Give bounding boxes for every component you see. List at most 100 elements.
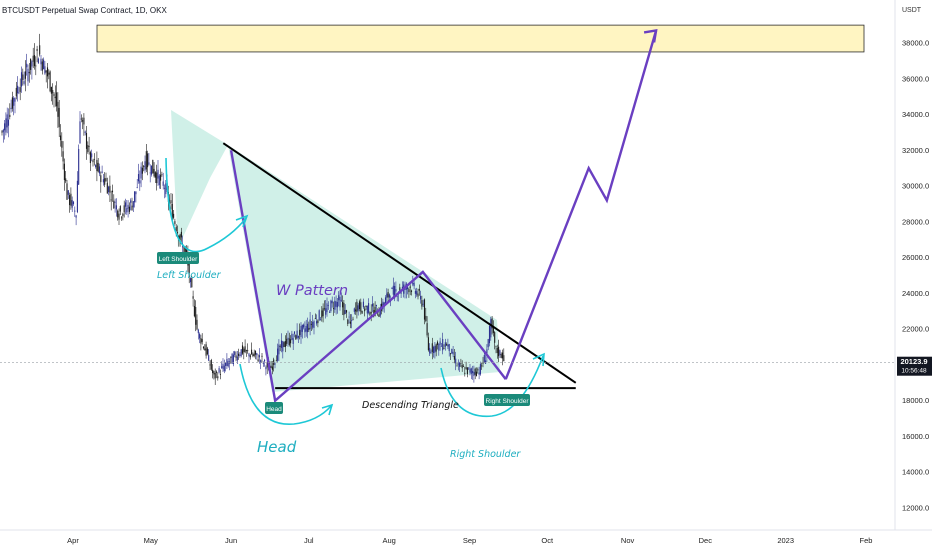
candle-body — [251, 349, 253, 355]
candle-body — [472, 371, 474, 374]
candle-body — [297, 335, 299, 338]
candle-body — [56, 92, 58, 107]
candle-body — [22, 74, 24, 80]
candle-body — [136, 187, 138, 189]
candle-body — [57, 101, 59, 117]
head-badge: Head — [265, 402, 283, 414]
candle-body — [37, 58, 39, 64]
candle-body — [248, 353, 250, 357]
candle-body — [143, 166, 145, 167]
candle-body — [387, 292, 389, 298]
candle-body — [204, 348, 206, 351]
candle-body — [395, 289, 397, 292]
candle-body — [470, 368, 472, 374]
candle-body — [197, 329, 199, 334]
candle-body — [386, 293, 388, 298]
price-tick-label: 24000.0 — [902, 289, 929, 298]
price-axis-unit: USDT — [902, 7, 922, 14]
candle-body — [62, 151, 64, 162]
candle-body — [183, 246, 185, 254]
candle-body — [15, 87, 17, 97]
candle-body — [59, 135, 62, 141]
candle-body — [444, 342, 446, 347]
candle-body — [109, 185, 111, 193]
candle-body — [238, 353, 240, 356]
candle-body — [409, 286, 411, 289]
candle-body — [256, 353, 258, 356]
candle-body — [501, 352, 504, 359]
candle-body — [488, 325, 491, 344]
candle-body — [180, 231, 182, 238]
time-tick-label: Dec — [699, 536, 713, 545]
candle-body — [160, 174, 162, 181]
candle-body — [339, 296, 341, 308]
candle-body — [442, 339, 444, 351]
candle-body — [487, 339, 489, 348]
candle-body — [17, 85, 19, 94]
candle-body — [14, 97, 16, 102]
candle-body — [474, 368, 476, 375]
price-tick-label: 26000.0 — [902, 253, 929, 262]
candle-body — [329, 311, 331, 313]
time-tick-label: Apr — [67, 536, 79, 545]
candle-body — [98, 166, 101, 174]
candle-body — [392, 285, 394, 295]
candle-body — [89, 152, 91, 164]
candle-body — [7, 119, 10, 126]
candle-body — [377, 314, 379, 316]
right-shoulder-label: Right Shoulder — [450, 449, 521, 460]
candle-body — [26, 63, 28, 68]
time-axis[interactable]: Apr May Jun Jul Aug Sep Oct Nov Dec 2023 Feb — [67, 536, 872, 545]
candle-body — [254, 350, 257, 355]
candle-body — [448, 344, 450, 352]
candle-body — [495, 346, 497, 348]
candle-body — [41, 61, 43, 71]
candle-body — [443, 347, 445, 349]
candle-body — [440, 345, 442, 347]
candle-body — [414, 290, 416, 294]
candle-body — [80, 118, 82, 120]
candle-body — [316, 321, 318, 324]
candle-body — [253, 353, 255, 356]
candle-body — [461, 364, 463, 369]
candle-body — [140, 166, 142, 179]
candle-body — [65, 178, 67, 182]
candle-body — [348, 316, 350, 318]
candle-body — [340, 299, 342, 301]
candle-body — [201, 339, 203, 342]
candle-body — [434, 345, 436, 353]
candle-body — [213, 371, 215, 375]
candle-body — [362, 301, 364, 308]
candle-body — [413, 282, 415, 287]
candle-body — [319, 319, 322, 321]
candle-body — [111, 190, 114, 193]
candle-body — [150, 165, 153, 175]
candle-body — [426, 323, 428, 336]
candle-body — [63, 163, 65, 181]
candle-body — [270, 365, 272, 368]
candle-body — [500, 354, 502, 358]
candle-body — [157, 169, 159, 179]
candle-body — [308, 327, 310, 330]
price-tick-label: 18000.0 — [902, 396, 929, 405]
candle-body — [71, 200, 73, 208]
candle-body — [286, 338, 288, 344]
candle-body — [296, 330, 298, 339]
cyan-curves — [165, 157, 545, 425]
candle-body — [451, 348, 453, 354]
candle-body — [452, 351, 454, 355]
candle-body — [407, 287, 409, 290]
candle-body — [158, 175, 160, 186]
candle-body — [318, 310, 320, 320]
candle-body — [331, 300, 333, 304]
candle-body — [104, 178, 106, 185]
candle-body — [46, 67, 49, 77]
candle-body — [498, 346, 500, 357]
candle-body — [288, 338, 290, 345]
candle-body — [469, 368, 471, 373]
candle-body — [199, 333, 201, 339]
candle-body — [76, 180, 78, 213]
left-shoulder-arrowhead — [235, 214, 249, 228]
